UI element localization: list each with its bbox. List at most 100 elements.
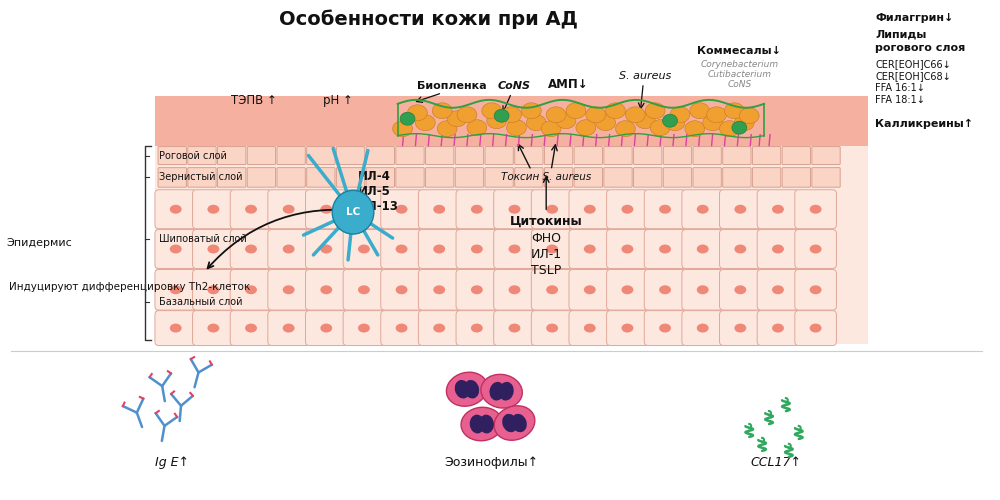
FancyBboxPatch shape: [644, 190, 686, 228]
Ellipse shape: [467, 120, 487, 136]
Ellipse shape: [320, 205, 332, 214]
Text: ТЭПВ ↑: ТЭПВ ↑: [231, 94, 277, 108]
Text: CoNS: CoNS: [727, 80, 751, 89]
FancyBboxPatch shape: [456, 230, 498, 268]
Ellipse shape: [734, 244, 746, 254]
Ellipse shape: [245, 244, 257, 254]
Ellipse shape: [772, 324, 784, 332]
FancyBboxPatch shape: [155, 190, 197, 228]
Ellipse shape: [320, 244, 332, 254]
Ellipse shape: [207, 244, 219, 254]
FancyBboxPatch shape: [268, 310, 309, 346]
Ellipse shape: [810, 205, 822, 214]
FancyBboxPatch shape: [644, 310, 686, 346]
FancyBboxPatch shape: [366, 146, 394, 164]
Ellipse shape: [207, 286, 219, 294]
Text: Cutibacterium: Cutibacterium: [707, 70, 771, 79]
Ellipse shape: [625, 107, 645, 122]
Ellipse shape: [464, 380, 479, 398]
FancyBboxPatch shape: [247, 168, 276, 187]
FancyBboxPatch shape: [343, 310, 385, 346]
FancyBboxPatch shape: [693, 168, 721, 187]
Ellipse shape: [734, 286, 746, 294]
FancyBboxPatch shape: [682, 190, 723, 228]
FancyBboxPatch shape: [456, 310, 498, 346]
FancyBboxPatch shape: [569, 270, 611, 310]
FancyBboxPatch shape: [682, 230, 723, 268]
FancyBboxPatch shape: [531, 310, 573, 346]
FancyBboxPatch shape: [247, 146, 276, 164]
Ellipse shape: [207, 324, 219, 332]
Text: CER[EOH]C66↓: CER[EOH]C66↓: [875, 59, 951, 69]
Text: ИЛ-4: ИЛ-4: [358, 170, 391, 183]
Ellipse shape: [396, 286, 408, 294]
Ellipse shape: [358, 286, 370, 294]
FancyBboxPatch shape: [531, 270, 573, 310]
Ellipse shape: [283, 324, 295, 332]
Ellipse shape: [283, 205, 295, 214]
FancyBboxPatch shape: [795, 270, 836, 310]
FancyBboxPatch shape: [418, 310, 460, 346]
FancyBboxPatch shape: [569, 190, 611, 228]
Ellipse shape: [576, 120, 596, 136]
FancyBboxPatch shape: [634, 168, 662, 187]
Text: Биопленка: Биопленка: [417, 81, 487, 91]
Ellipse shape: [487, 113, 507, 128]
Ellipse shape: [433, 324, 445, 332]
FancyBboxPatch shape: [485, 146, 513, 164]
Text: CoNS: CoNS: [498, 81, 531, 91]
Ellipse shape: [606, 103, 625, 118]
FancyBboxPatch shape: [494, 270, 535, 310]
FancyBboxPatch shape: [193, 190, 234, 228]
Ellipse shape: [471, 324, 483, 332]
Ellipse shape: [511, 414, 527, 432]
Ellipse shape: [509, 205, 520, 214]
Text: АМП↓: АМП↓: [548, 78, 588, 91]
FancyBboxPatch shape: [336, 168, 365, 187]
Text: Ig E↑: Ig E↑: [155, 456, 189, 469]
Ellipse shape: [245, 205, 257, 214]
FancyBboxPatch shape: [720, 190, 761, 228]
FancyBboxPatch shape: [569, 310, 611, 346]
Ellipse shape: [697, 244, 709, 254]
FancyBboxPatch shape: [531, 190, 573, 228]
Ellipse shape: [470, 414, 485, 434]
Ellipse shape: [546, 286, 558, 294]
Ellipse shape: [433, 205, 445, 214]
Ellipse shape: [471, 286, 483, 294]
FancyBboxPatch shape: [307, 168, 335, 187]
FancyBboxPatch shape: [155, 310, 197, 346]
FancyBboxPatch shape: [569, 230, 611, 268]
FancyBboxPatch shape: [426, 146, 454, 164]
Text: Коммесалы↓: Коммесалы↓: [697, 46, 781, 56]
Ellipse shape: [621, 324, 633, 332]
FancyBboxPatch shape: [752, 168, 781, 187]
FancyBboxPatch shape: [456, 190, 498, 228]
FancyBboxPatch shape: [456, 270, 498, 310]
FancyBboxPatch shape: [752, 146, 781, 164]
Text: рогового слоя: рогового слоя: [875, 43, 965, 53]
FancyBboxPatch shape: [188, 146, 216, 164]
FancyBboxPatch shape: [544, 168, 573, 187]
Ellipse shape: [461, 408, 503, 441]
Ellipse shape: [546, 205, 558, 214]
FancyBboxPatch shape: [158, 146, 186, 164]
Ellipse shape: [437, 120, 457, 136]
FancyBboxPatch shape: [812, 168, 840, 187]
Ellipse shape: [584, 244, 596, 254]
Ellipse shape: [772, 205, 784, 214]
Ellipse shape: [659, 205, 671, 214]
Ellipse shape: [621, 205, 633, 214]
Ellipse shape: [739, 108, 759, 124]
FancyBboxPatch shape: [305, 270, 347, 310]
Ellipse shape: [810, 244, 822, 254]
FancyBboxPatch shape: [757, 190, 799, 228]
FancyBboxPatch shape: [515, 146, 543, 164]
Ellipse shape: [541, 120, 561, 136]
Ellipse shape: [509, 244, 520, 254]
FancyBboxPatch shape: [188, 168, 216, 187]
Text: LC: LC: [346, 207, 360, 217]
Ellipse shape: [665, 115, 685, 130]
Ellipse shape: [509, 286, 520, 294]
FancyBboxPatch shape: [757, 270, 799, 310]
